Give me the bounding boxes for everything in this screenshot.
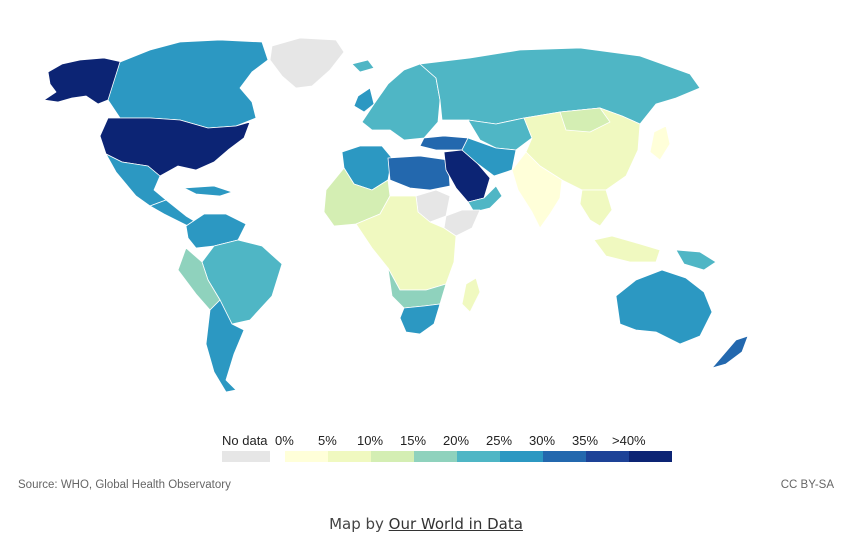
region-greenland <box>269 37 345 89</box>
owid-link[interactable]: Our World in Data <box>388 515 523 533</box>
legend-label-0: 0% <box>275 433 294 448</box>
region-south-africa <box>399 303 441 335</box>
region-iceland <box>351 59 375 73</box>
region-egypt-libya <box>387 155 451 191</box>
legend-swatch-30 <box>543 451 586 462</box>
region-caribbean <box>183 185 233 197</box>
world-choropleth-map <box>43 37 749 393</box>
region-alaska <box>43 57 123 105</box>
legend-label-15: 15% <box>400 433 427 448</box>
world-map-svg <box>43 37 749 393</box>
source-note: Source: WHO, Global Health Observatory <box>18 479 231 491</box>
legend-swatch-0 <box>285 451 328 462</box>
region-canada <box>107 39 269 129</box>
legend-swatch-25 <box>500 451 543 462</box>
legend-swatch-no-data <box>222 451 270 462</box>
region-europe <box>361 63 441 141</box>
region-papua <box>675 249 717 271</box>
caption-prefix: Map by <box>329 515 389 533</box>
region-argentina-chile <box>205 299 245 393</box>
region-central-asia <box>467 117 533 151</box>
legend-label-10: 10% <box>357 433 384 448</box>
region-central-america <box>149 199 197 227</box>
region-indonesia <box>593 235 661 263</box>
legend-label-5: 5% <box>318 433 337 448</box>
region-iran <box>461 137 517 177</box>
legend-swatch-15 <box>414 451 457 462</box>
map-caption: Map by Our World in Data <box>0 515 852 533</box>
region-mongolia <box>559 107 611 133</box>
region-new-zealand <box>711 335 749 369</box>
legend-label-40: >40% <box>612 433 646 448</box>
region-southeast-asia <box>579 189 613 227</box>
license-note: CC BY-SA <box>780 479 834 491</box>
region-madagascar <box>461 277 481 313</box>
legend-label-30: 30% <box>529 433 556 448</box>
region-uk-ireland <box>353 87 375 113</box>
region-turkey <box>419 135 469 151</box>
legend-label-25: 25% <box>486 433 513 448</box>
legend-swatch-5 <box>328 451 371 462</box>
legend-swatch-40 <box>629 451 672 462</box>
region-india <box>511 151 563 229</box>
region-japan <box>649 125 671 161</box>
legend-swatch-10 <box>371 451 414 462</box>
legend-label-20: 20% <box>443 433 470 448</box>
legend-label-35: 35% <box>572 433 599 448</box>
region-australia <box>615 269 713 345</box>
legend-swatch-35 <box>586 451 629 462</box>
legend-label-no-data: No data <box>222 433 268 448</box>
legend-swatch-20 <box>457 451 500 462</box>
